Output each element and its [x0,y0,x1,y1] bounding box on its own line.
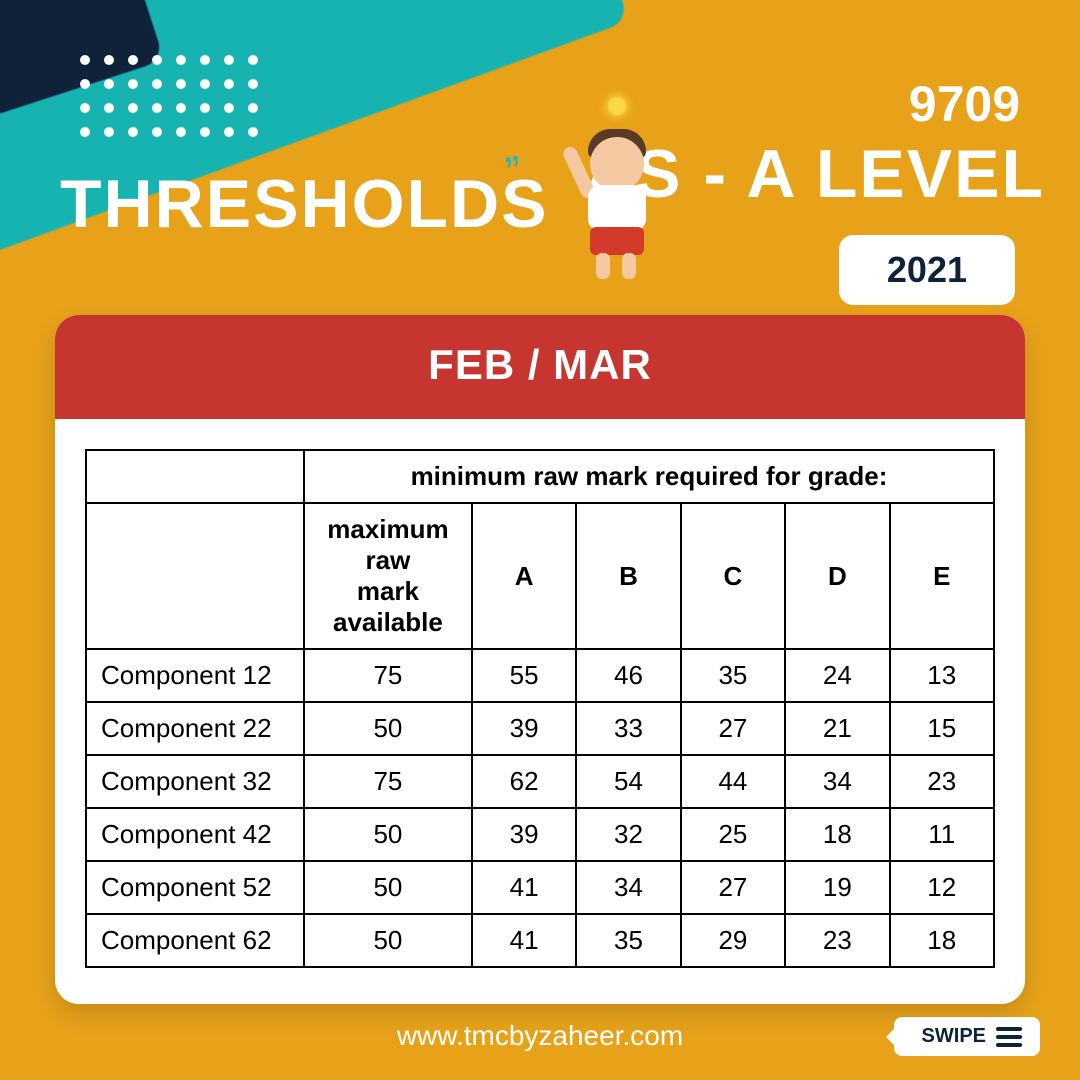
table-body: Component 12755546352413Component 225039… [86,649,994,967]
thresholds-table: minimum raw mark required for grade: max… [85,449,995,968]
row-grade: 23 [785,914,889,967]
row-name: Component 42 [86,808,304,861]
dot-grid-decor [80,55,260,139]
header-grade-B: B [576,503,680,649]
table-row: Component 42503932251811 [86,808,994,861]
year-badge: 2021 [839,235,1015,305]
row-grade: 29 [681,914,785,967]
header-grade-D: D [785,503,889,649]
row-grade: 12 [890,861,994,914]
row-grade: 34 [576,861,680,914]
row-max: 50 [304,914,472,967]
row-grade: 15 [890,702,994,755]
row-grade: 55 [472,649,576,702]
header-grade-E: E [890,503,994,649]
row-grade: 41 [472,861,576,914]
row-grade: 46 [576,649,680,702]
row-name: Component 52 [86,861,304,914]
row-grade: 35 [576,914,680,967]
row-grade: 21 [785,702,889,755]
row-grade: 54 [576,755,680,808]
row-grade: 19 [785,861,889,914]
infographic-canvas: THRESHOLDS ” 9709 AS - A LEVEL 2021 FEB … [0,0,1080,1080]
row-grade: 33 [576,702,680,755]
student-cartoon-icon [560,115,670,285]
row-grade: 25 [681,808,785,861]
row-max: 50 [304,702,472,755]
row-grade: 39 [472,808,576,861]
row-name: Component 62 [86,914,304,967]
menu-lines-icon [996,1027,1022,1047]
swipe-label: SWIPE [922,1025,986,1048]
subject-code: 9709 [909,75,1020,133]
header-group: minimum raw mark required for grade: [304,450,994,503]
row-grade: 18 [785,808,889,861]
thresholds-card: FEB / MAR minimum raw mark required for … [55,315,1025,1004]
header-blank [86,450,304,503]
row-max: 75 [304,649,472,702]
card-body: minimum raw mark required for grade: max… [55,419,1025,1004]
row-grade: 44 [681,755,785,808]
swipe-badge[interactable]: SWIPE [894,1017,1040,1056]
table-row: Component 32756254443423 [86,755,994,808]
row-grade: 18 [890,914,994,967]
row-grade: 35 [681,649,785,702]
session-banner: FEB / MAR [55,315,1025,419]
row-grade: 13 [890,649,994,702]
row-grade: 39 [472,702,576,755]
table-row: Component 62504135292318 [86,914,994,967]
row-grade: 23 [890,755,994,808]
header-max: maximum raw mark available [304,503,472,649]
row-grade: 32 [576,808,680,861]
header-grade-C: C [681,503,785,649]
row-name: Component 32 [86,755,304,808]
row-max: 50 [304,861,472,914]
table-row: Component 12755546352413 [86,649,994,702]
row-grade: 62 [472,755,576,808]
header-blank2 [86,503,304,649]
table-row: Component 22503933272115 [86,702,994,755]
row-grade: 27 [681,702,785,755]
row-grade: 27 [681,861,785,914]
header-grade-A: A [472,503,576,649]
row-grade: 34 [785,755,889,808]
title-thresholds: THRESHOLDS [60,165,548,243]
row-max: 75 [304,755,472,808]
row-name: Component 22 [86,702,304,755]
row-name: Component 12 [86,649,304,702]
table-row: Component 52504134271912 [86,861,994,914]
row-grade: 11 [890,808,994,861]
row-max: 50 [304,808,472,861]
row-grade: 24 [785,649,889,702]
row-grade: 41 [472,914,576,967]
chevron-left-icon [886,1021,902,1053]
